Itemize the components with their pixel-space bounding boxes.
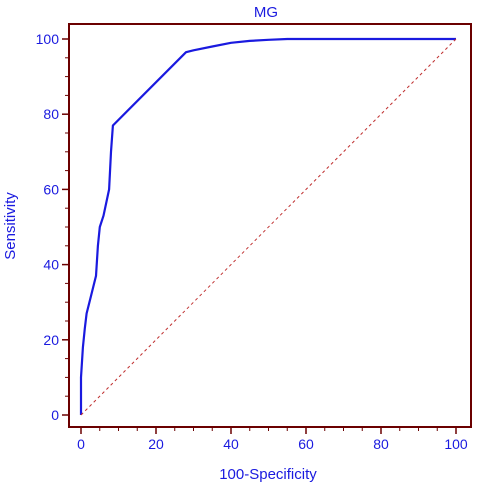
y-tick-label: 20 <box>43 332 59 348</box>
x-tick-label: 80 <box>373 436 389 452</box>
x-tick-label: 20 <box>148 436 164 452</box>
plot-frame <box>68 23 472 428</box>
roc-curve <box>79 37 456 415</box>
chart-title: MG <box>254 4 278 21</box>
x-tick-label: 40 <box>223 436 239 452</box>
y-tick-label: 0 <box>51 407 59 423</box>
y-tick-label: 80 <box>43 106 59 122</box>
x-tick-label: 100 <box>444 436 468 452</box>
y-tick-label: 40 <box>43 257 59 273</box>
reference-diagonal-line <box>80 38 457 416</box>
y-tick-label: 100 <box>36 31 60 47</box>
x-tick-label: 60 <box>298 436 314 452</box>
x-axis-title: 100-Specificity <box>219 466 317 483</box>
y-tick-label: 60 <box>43 181 59 197</box>
x-tick-label: 0 <box>77 436 85 452</box>
y-axis-title: Sensitivity <box>2 192 19 260</box>
